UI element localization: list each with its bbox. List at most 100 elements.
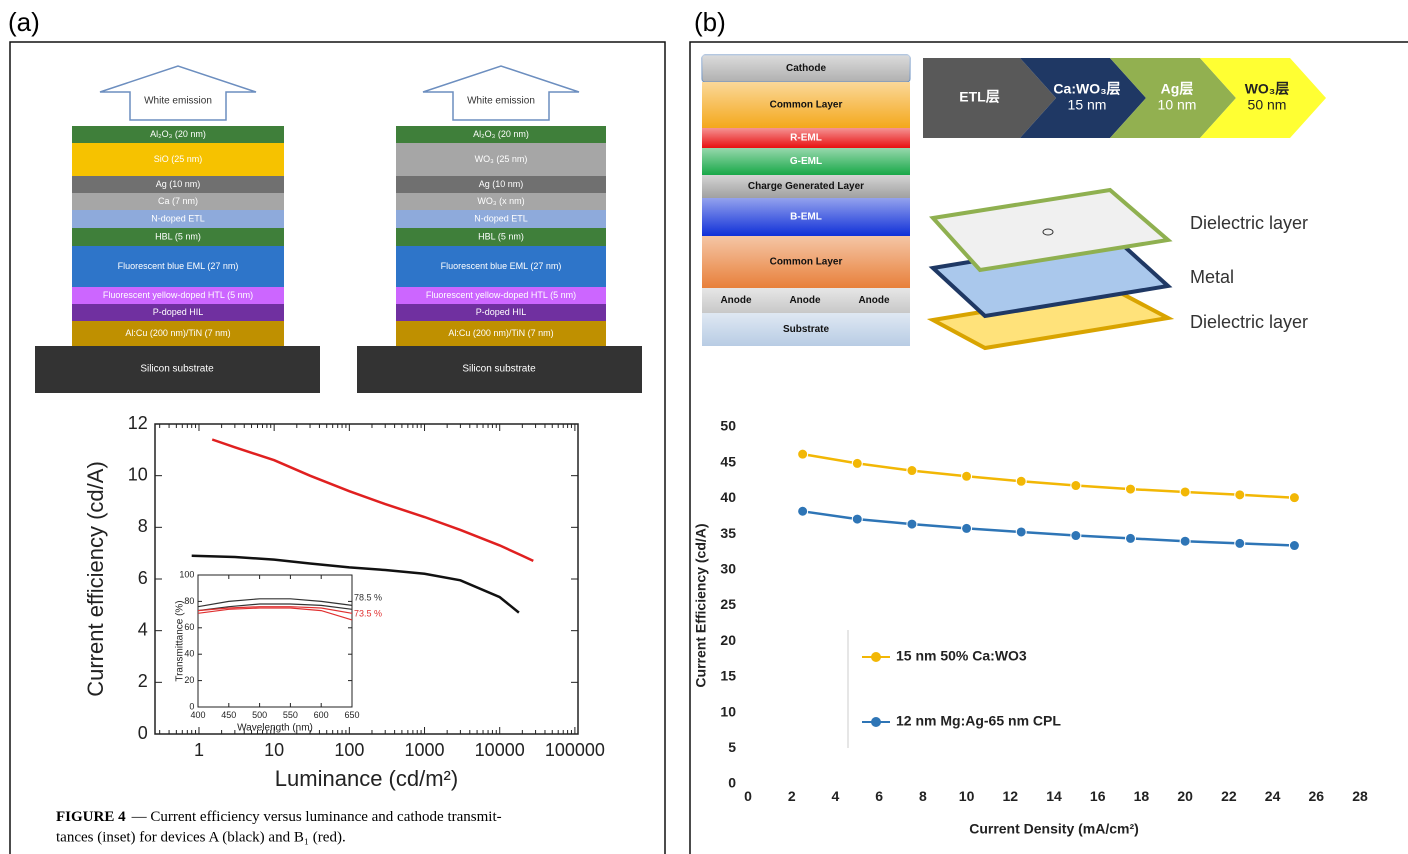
series-line xyxy=(191,554,520,614)
layer-label: SiO (25 nm) xyxy=(154,154,203,164)
legend-marker xyxy=(871,652,881,662)
y-tick-label: 5 xyxy=(728,739,736,755)
x-tick-label: 1000 xyxy=(405,740,445,760)
layer-shade xyxy=(702,55,910,82)
x-tick-label: 8 xyxy=(919,788,927,804)
layer-label: Al:Cu (200 nm)/TiN (7 nm) xyxy=(448,328,553,338)
data-point xyxy=(851,457,863,469)
layer xyxy=(72,143,284,176)
x-tick-label: 16 xyxy=(1090,788,1106,804)
layer-label: Anode xyxy=(858,295,890,306)
series-line xyxy=(211,438,534,563)
layer xyxy=(396,193,606,210)
substrate xyxy=(35,346,320,393)
y-tick-label: 15 xyxy=(720,668,736,684)
substrate-label: Silicon substrate xyxy=(462,364,536,375)
data-point xyxy=(1179,535,1191,547)
chain-label: Ag层 xyxy=(1161,81,1194,97)
y-tick-label: 20 xyxy=(720,632,736,648)
x-tick-label: 1 xyxy=(194,740,204,760)
x-tick-label: 14 xyxy=(1046,788,1062,804)
y-tick-label: 0 xyxy=(728,775,736,791)
layer-label: Fluorescent yellow-doped HTL (5 nm) xyxy=(426,290,576,300)
x-tick-label: 26 xyxy=(1308,788,1324,804)
data-point xyxy=(961,522,973,534)
mark xyxy=(1042,228,1054,236)
chain-segment xyxy=(923,58,1056,138)
chain-label: 10 nm xyxy=(1158,97,1197,113)
y-tick-label: 0 xyxy=(138,723,148,743)
data-point xyxy=(1070,480,1082,492)
layer-shade xyxy=(702,128,910,148)
y-tick-label: 40 xyxy=(720,489,736,505)
chain-label: ETL层 xyxy=(959,89,999,105)
y-tick-label: 80 xyxy=(184,596,194,606)
chain-segment xyxy=(1200,58,1326,138)
y-tick-label: 6 xyxy=(138,568,148,588)
x-tick-label: 500 xyxy=(252,710,267,720)
y-axis-label: Current Efficiency (cd/A) xyxy=(693,523,709,687)
y-tick-label: 45 xyxy=(720,453,736,469)
x-tick-label: 4 xyxy=(832,788,840,804)
series-line xyxy=(197,603,353,612)
layer-label: Common Layer xyxy=(770,100,843,111)
data-point xyxy=(1070,530,1082,542)
layer-3d xyxy=(929,187,1173,273)
y-tick-label: 12 xyxy=(128,413,148,433)
layer-3d-label: Dielectric layer xyxy=(1190,213,1308,233)
y-tick-label: 25 xyxy=(720,596,736,612)
x-tick-label: 10 xyxy=(264,740,284,760)
layer xyxy=(396,246,606,287)
layer-label: Charge Generated Layer xyxy=(748,181,864,192)
layer-label: Ag (10 nm) xyxy=(479,179,524,189)
data-point xyxy=(1179,486,1191,498)
series-line xyxy=(802,452,1295,499)
layer-label: Cathode xyxy=(786,63,826,74)
layer-label: Ca (7 nm) xyxy=(158,196,198,206)
legend-marker xyxy=(871,717,881,727)
annotation: 73.5 % xyxy=(354,608,382,618)
layer xyxy=(72,126,284,143)
panel-frame xyxy=(689,41,1408,854)
caption: FIGURE 4 — Current efficiency versus lumi… xyxy=(56,809,502,825)
y-tick-label: 60 xyxy=(184,622,194,632)
layer-label: B-EML xyxy=(790,212,822,223)
layer-label: Fluorescent blue EML (27 nm) xyxy=(118,261,239,271)
chain-label: Ca:WO₃层 xyxy=(1053,81,1120,97)
data-point xyxy=(1234,537,1246,549)
layer-shade xyxy=(702,175,910,198)
y-tick-label: 10 xyxy=(720,703,736,719)
x-tick-label: 24 xyxy=(1265,788,1281,804)
layer-label: N-doped ETL xyxy=(474,213,528,223)
x-tick-label: 450 xyxy=(221,710,236,720)
data-point xyxy=(1125,532,1136,544)
substrate xyxy=(357,346,642,393)
legend-label: 12 nm Mg:Ag-65 nm CPL xyxy=(896,713,1061,729)
layer-label: WO₃ (x nm) xyxy=(477,196,524,206)
data-point xyxy=(961,470,973,482)
y-tick-label: 4 xyxy=(138,619,148,639)
caption-text: tances (inset) for devices A (black) and… xyxy=(56,829,346,845)
chart: 0 2 4 6 8 10 12 14 16 18 20 22 24 26 28051015202530354… xyxy=(693,418,1368,837)
data-point xyxy=(1015,526,1027,538)
layer xyxy=(396,210,606,228)
layer xyxy=(72,287,284,304)
y-tick-label: 2 xyxy=(138,671,148,691)
y-tick-label: 10 xyxy=(128,464,148,484)
inset-bg xyxy=(198,575,352,707)
data-point xyxy=(797,448,809,460)
layer-shade xyxy=(702,148,910,175)
data-point xyxy=(1234,489,1246,501)
chain-label: 50 nm xyxy=(1248,97,1287,113)
x-axis-label: Luminance (cd/m²) xyxy=(275,766,458,791)
data-point xyxy=(1288,540,1300,552)
y-tick-label: 50 xyxy=(720,418,736,434)
x-tick-label: 20 xyxy=(1177,788,1193,804)
x-tick-label: 2 xyxy=(788,788,796,804)
substrate-label: Silicon substrate xyxy=(140,364,214,375)
x-axis-label: Current Density (mA/cm²) xyxy=(969,821,1139,837)
y-axis-label: Current efficiency (cd/A) xyxy=(83,461,108,697)
chart: 1 10 100 1000 10000 100000024681012Luminance … xyxy=(83,413,605,791)
layer-label: Anode xyxy=(789,295,821,306)
